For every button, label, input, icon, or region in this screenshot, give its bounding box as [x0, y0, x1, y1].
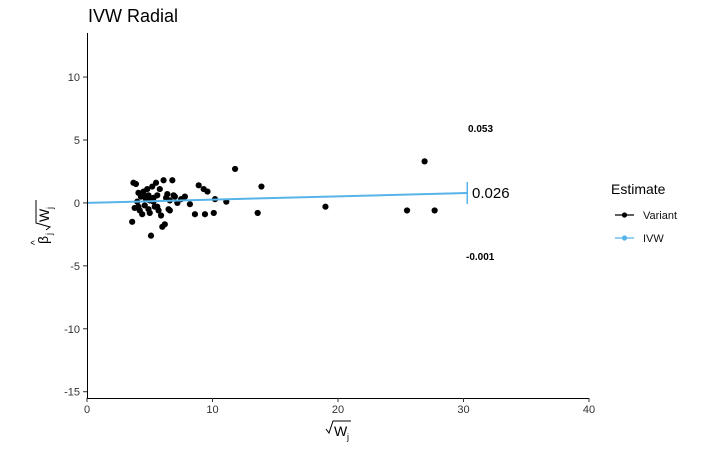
variant-point [156, 185, 163, 193]
variant-point [201, 211, 209, 218]
legend-title: Estimate [611, 181, 666, 197]
y-tick-label: -10 [64, 324, 80, 336]
variant-point [135, 203, 142, 210]
x-tick-label: 20 [332, 404, 344, 416]
variant-point [146, 209, 153, 217]
variant-point [139, 211, 146, 218]
variant-point [149, 183, 156, 190]
variant-point [204, 188, 211, 195]
x-axis-ticks: 0 10 20 30 40 [84, 398, 595, 416]
variant-point [403, 207, 411, 214]
svg-text:^: ^ [30, 240, 41, 245]
legend-label-variant: Variant [643, 210, 677, 222]
svg-text:j: j [44, 233, 54, 236]
x-axis-title: W j [325, 420, 351, 442]
variant-point [154, 203, 161, 210]
x-tick-label: 30 [457, 404, 469, 416]
variant-point [160, 177, 167, 184]
svg-text:j: j [346, 432, 349, 442]
ivw-line-group [86, 181, 469, 204]
variant-point [322, 203, 329, 210]
variant-point [258, 183, 265, 190]
variant-point [129, 218, 136, 225]
variant-point [186, 201, 194, 208]
ivw-line [86, 191, 468, 204]
variant-point [164, 191, 171, 198]
variant-point [231, 165, 239, 173]
x-tick-label: 40 [583, 404, 595, 416]
variant-point [431, 207, 438, 214]
y-tick-label: -5 [70, 261, 80, 273]
variant-point [169, 177, 176, 184]
legend-item-variant: Variant [615, 210, 677, 222]
ci-upper-label: 0.053 [468, 124, 493, 135]
variant-point [141, 202, 148, 209]
svg-text:W: W [36, 208, 52, 222]
legend-item-ivw: IVW [615, 233, 664, 245]
y-tick-label: -15 [64, 387, 80, 399]
variant-point [161, 221, 168, 228]
variant-point [147, 232, 155, 239]
svg-text:β: β [35, 236, 51, 244]
y-axis-ticks: -15 -10 -5 0 5 10 [64, 72, 87, 399]
variant-point [144, 185, 151, 193]
variant-point [210, 209, 217, 217]
variant-point [181, 193, 188, 200]
y-axis-title: β ^ j W j [30, 200, 55, 245]
svg-text:W: W [334, 423, 348, 439]
ci-lower-label: -0.001 [466, 252, 495, 263]
variant-point [421, 158, 428, 165]
variant-point [152, 179, 160, 186]
y-tick-label: 0 [74, 198, 80, 210]
y-tick-label: 5 [74, 135, 80, 147]
variant-point [132, 180, 140, 188]
variant-point [195, 182, 202, 189]
x-tick-label: 10 [206, 404, 218, 416]
data-points [129, 158, 438, 239]
variant-point [166, 207, 173, 214]
legend: Estimate Variant IVW [611, 181, 677, 245]
variant-point [157, 212, 165, 219]
x-tick-label: 0 [84, 404, 90, 416]
legend-label-ivw: IVW [643, 233, 664, 245]
chart-title: IVW Radial [88, 6, 178, 26]
y-tick-label: 10 [68, 72, 80, 84]
variant-point [254, 209, 261, 217]
estimate-label: 0.026 [472, 185, 510, 202]
variant-point [150, 194, 157, 201]
variant-point [145, 192, 152, 199]
variant-point [171, 193, 178, 200]
svg-text:j: j [45, 207, 55, 210]
variant-point [191, 211, 199, 218]
